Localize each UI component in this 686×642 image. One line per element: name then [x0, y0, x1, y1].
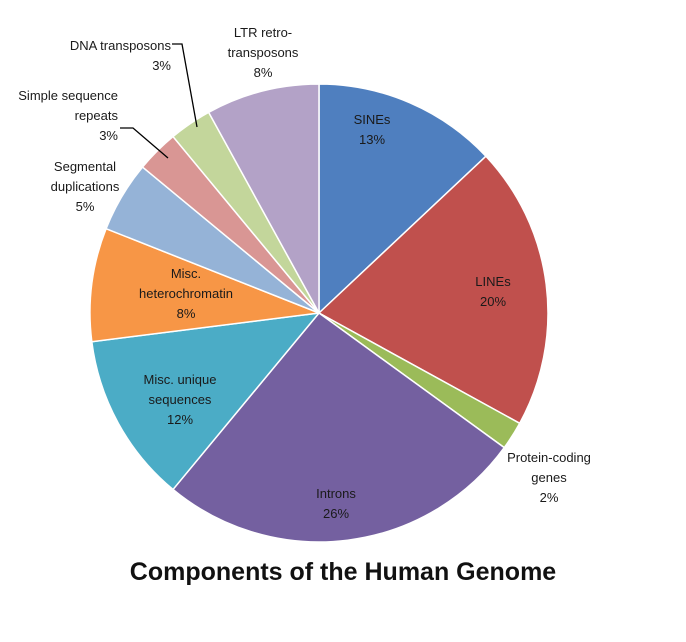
pie-slice-5 — [89, 227, 320, 343]
slice-label-3: Introns 26% — [316, 486, 356, 521]
slice-label-6: Segmental duplications 5% — [51, 159, 120, 214]
slice-label-5: Misc. heterochromatin 8% — [139, 266, 233, 321]
leader-line-8 — [172, 43, 198, 128]
pie-slice-1 — [317, 155, 549, 425]
slice-label-8: DNA transposons 3% — [70, 38, 172, 73]
slice-label-0: SINEs 13% — [354, 112, 391, 147]
pie-slice-9 — [207, 83, 320, 314]
slice-label-2: Protein-coding genes 2% — [507, 450, 591, 505]
slice-label-9: LTR retro-transposons 8% — [228, 25, 299, 80]
genome-pie-chart: SINEs 13% LINEs 20% Protein-coding genes 2% Int… — [18, 25, 591, 543]
chart-title: Components of the Human Genome — [129, 558, 557, 586]
slice-label-1: LINEs 20% — [475, 274, 511, 309]
leader-line-7 — [120, 127, 169, 159]
slice-label-4: Misc. unique sequences 12% — [144, 372, 217, 427]
slice-label-7: Simple sequence repeats 3% — [18, 88, 118, 143]
pie-slice-0 — [318, 83, 487, 315]
pie-slice-4 — [90, 312, 321, 491]
pie-slice-3 — [171, 311, 506, 543]
